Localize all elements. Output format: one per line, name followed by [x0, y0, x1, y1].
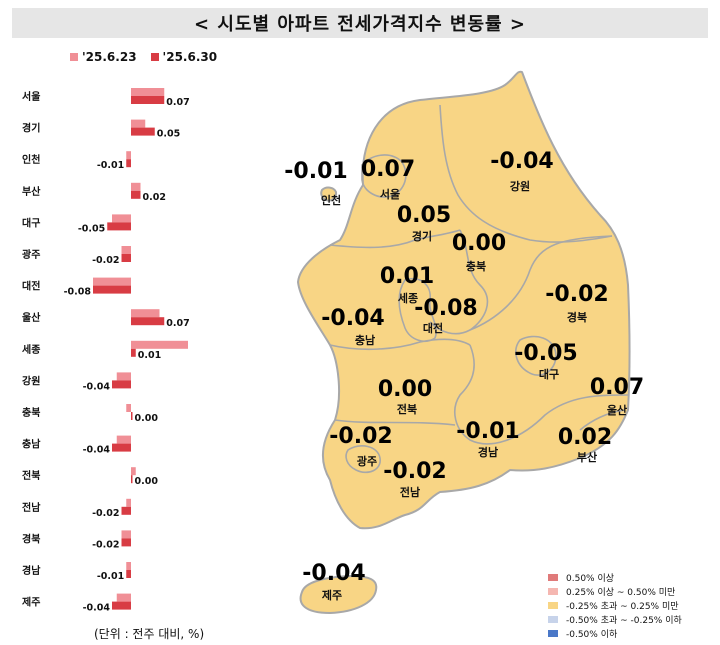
map-value-label: 0.02 — [558, 425, 612, 450]
map-region-label: 경북 — [567, 310, 587, 324]
map-legend-item: 0.50% 이상 — [548, 570, 682, 584]
map-legend-label: -0.50% 이하 — [566, 629, 618, 640]
map-value-label: -0.02 — [329, 424, 392, 449]
border-gyeongbuk — [469, 235, 613, 331]
map-region-label: 세종 — [398, 291, 418, 305]
border-daegu — [515, 335, 557, 376]
legend-label: '25.6.23 — [82, 50, 137, 64]
border-gyeonggi-gangwon — [439, 104, 613, 243]
border-chungbuk — [429, 229, 489, 335]
border-gyeonggi-chung — [329, 229, 461, 249]
map-legend-item: 0.25% 이상 ~ 0.50% 미만 — [548, 584, 682, 598]
incheon-island — [320, 186, 338, 202]
map-region-label: 경기 — [412, 229, 432, 243]
border-busan-ulsan — [579, 409, 626, 431]
map-value-label: -0.05 — [514, 341, 577, 366]
legend-swatch — [70, 53, 78, 61]
map-value-label: 0.07 — [361, 157, 415, 182]
map-value-label: 0.00 — [378, 377, 432, 402]
border-gyeong-south — [454, 344, 629, 445]
map-value-label: -0.04 — [302, 561, 365, 586]
map-value-label: -0.02 — [383, 459, 446, 484]
map-region-label: 부산 — [577, 450, 597, 464]
series-legend: '25.6.23 '25.6.30 — [70, 50, 217, 64]
map-legend-label: 0.50% 이상 — [566, 573, 615, 584]
legend-item-series-1: '25.6.23 — [70, 50, 137, 64]
map-value-label: 0.00 — [452, 231, 506, 256]
map-region-label: 강원 — [510, 179, 530, 193]
map-legend-label: -0.50% 초과 ~ -0.25% 이하 — [566, 615, 682, 626]
map-legend-swatch — [548, 601, 558, 609]
map-value-label: -0.01 — [456, 419, 519, 444]
map-legend-item: -0.50% 초과 ~ -0.25% 이하 — [548, 612, 682, 626]
map-value-label: 0.05 — [397, 203, 451, 228]
border-jeon — [334, 419, 456, 426]
map-legend-label: 0.25% 이상 ~ 0.50% 미만 — [566, 587, 676, 598]
map-legend-item: -0.50% 이하 — [548, 626, 682, 640]
border-sejong-daejeon — [398, 278, 437, 342]
map-legend-swatch — [548, 587, 558, 595]
map-region-label: 제주 — [322, 588, 342, 602]
map-region-label: 충남 — [355, 333, 375, 347]
map-region-label: 충북 — [466, 259, 486, 273]
map-value-label: -0.04 — [490, 149, 553, 174]
map-value-label: -0.04 — [321, 306, 384, 331]
legend-swatch — [150, 53, 159, 61]
map-value-label: -0.01 — [284, 159, 347, 184]
map-value-label: -0.02 — [545, 282, 608, 307]
map-value-label: -0.08 — [414, 296, 477, 321]
map-borders — [329, 104, 629, 474]
map-region-label: 인천 — [321, 193, 341, 207]
border-gwangju — [345, 445, 381, 474]
unit-note: (단위 : 전주 대비, %) — [94, 627, 205, 641]
legend-item-series-2: '25.6.30 — [150, 50, 218, 64]
map-region-label: 서울 — [380, 187, 400, 201]
map-value-label: 0.07 — [590, 375, 644, 400]
border-seoul — [361, 154, 407, 198]
map-legend-swatch — [548, 629, 558, 637]
map-region-label: 대전 — [423, 321, 443, 335]
map-region-label: 울산 — [607, 403, 627, 417]
map-legend-swatch — [548, 573, 558, 581]
map-legend-swatch — [548, 615, 558, 623]
map-legend-item: -0.25% 초과 ~ 0.25% 미만 — [548, 598, 682, 612]
jeju-shape — [299, 575, 378, 614]
map-legend-label: -0.25% 초과 ~ 0.25% 미만 — [566, 601, 679, 612]
page-title: < 시도별 아파트 전세가격지수 변동률 > — [194, 14, 526, 35]
map-value-label: 0.01 — [380, 264, 434, 289]
title-bar: < 시도별 아파트 전세가격지수 변동률 > — [12, 8, 708, 38]
map-region-label: 전북 — [397, 402, 417, 416]
map-region-label: 경남 — [478, 445, 498, 459]
legend-label: '25.6.30 — [162, 50, 218, 64]
map-region-label: 대구 — [539, 367, 559, 381]
border-chung-jeonbuk — [329, 338, 471, 351]
map-legend: 0.50% 이상 0.25% 이상 ~ 0.50% 미만 -0.25% 초과 ~… — [548, 570, 682, 640]
map-region-label: 전남 — [400, 485, 420, 499]
map-region-label: 광주 — [357, 455, 377, 468]
